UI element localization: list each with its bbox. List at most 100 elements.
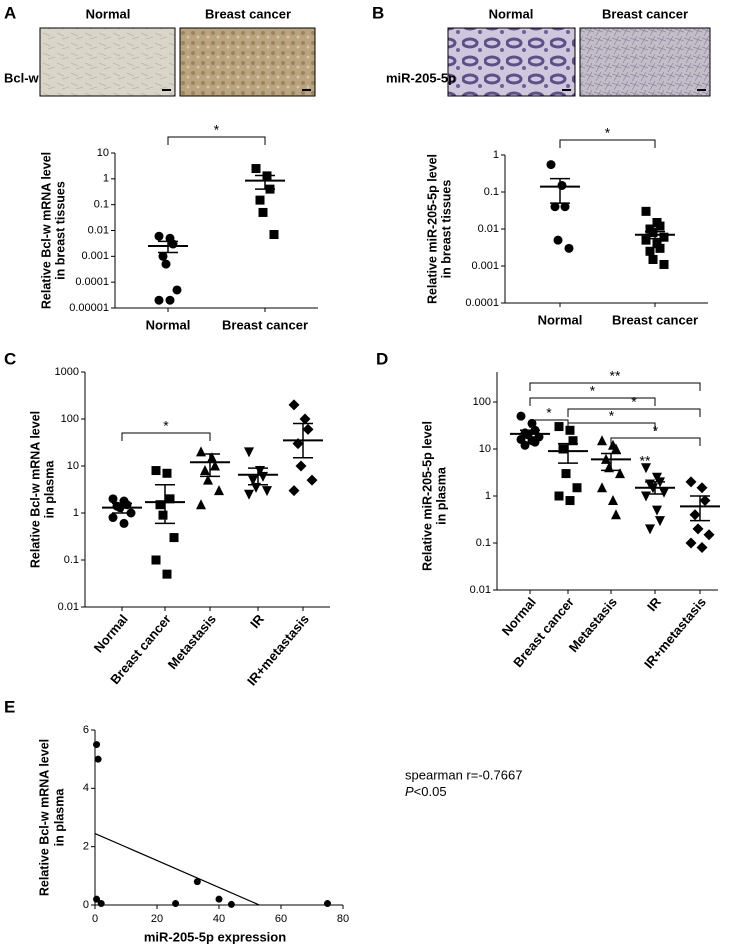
data-point (659, 232, 669, 242)
y-tick-label: 0.1 (476, 537, 491, 549)
data-point (554, 422, 564, 432)
significance-label: * (609, 408, 615, 424)
y-tick-label: 0.001 (81, 250, 109, 262)
data-point (269, 230, 279, 240)
data-point (227, 900, 235, 908)
data-point (158, 251, 168, 261)
data-point (655, 221, 665, 231)
x-tick-label: IR (644, 594, 664, 614)
y-axis-title: Relative Bcl-w mRNA level (37, 739, 51, 896)
data-point (652, 505, 662, 516)
y-tick-label: 2 (83, 841, 89, 853)
micrograph (179, 27, 316, 97)
data-point (597, 482, 607, 493)
significance-label: ** (610, 368, 621, 384)
y-axis-title: Relative Bcl-w mRNA level (39, 152, 53, 309)
error-bar (520, 429, 540, 438)
data-point (119, 518, 129, 528)
data-point (155, 500, 165, 510)
data-point (93, 895, 101, 903)
data-point (645, 246, 655, 256)
x-tick-label: 40 (213, 913, 225, 925)
panel-label: C (4, 349, 16, 368)
data-point (165, 295, 175, 305)
data-point (550, 202, 560, 212)
y-tick-label: 0.0001 (465, 297, 499, 309)
data-point (169, 533, 179, 543)
y-tick-label: 0.01 (470, 584, 491, 596)
data-point (244, 447, 254, 458)
y-tick-label: 0.00001 (69, 302, 109, 314)
data-point (641, 463, 651, 474)
y-axis-title: in breast tissues (439, 180, 453, 279)
data-point (558, 444, 568, 454)
image-label: Breast cancer (602, 6, 688, 21)
error-bar (601, 452, 621, 472)
data-point (641, 491, 651, 502)
data-point (248, 475, 258, 486)
y-tick-label: 1 (493, 149, 499, 161)
x-tick-label: 0 (92, 913, 98, 925)
data-point (210, 460, 220, 471)
error-bar (550, 177, 570, 204)
panel-label: B (372, 3, 384, 22)
data-point (699, 495, 711, 507)
data-point (214, 485, 224, 496)
image-label: Normal (489, 6, 534, 21)
data-point (93, 741, 101, 749)
y-tick-label: 10 (97, 147, 109, 159)
y-tick-label: 0.01 (88, 224, 109, 236)
y-axis-title: Relative miR-205-5p level (420, 421, 434, 571)
significance-label: * (590, 383, 596, 399)
data-point (561, 469, 571, 479)
data-point (306, 474, 318, 486)
data-point (611, 443, 621, 454)
significance-bracket (121, 432, 211, 441)
y-tick-label: 0.001 (471, 260, 499, 272)
panel-label: D (376, 349, 388, 368)
data-point (641, 206, 651, 216)
y-tick-label: 0.0001 (75, 276, 109, 288)
data-point (172, 900, 180, 908)
y-tick-label: 100 (61, 413, 79, 425)
row-label: miR-205-5p (386, 70, 456, 85)
panel-a-images (39, 27, 711, 97)
micrograph (39, 27, 176, 97)
data-point (262, 486, 272, 497)
data-point (554, 491, 564, 501)
y-tick-label: 10 (67, 460, 79, 472)
data-point (568, 436, 578, 446)
data-point (288, 485, 300, 497)
data-point (565, 425, 575, 435)
data-point (689, 509, 701, 521)
data-point (685, 537, 697, 549)
significance-bracket (559, 139, 656, 148)
x-axis-title: miR-205-5p expression (144, 929, 286, 944)
p-symbol: P (405, 784, 414, 799)
significance-label: ** (640, 453, 651, 469)
data-point (565, 496, 575, 506)
x-tick-label: Breast cancer (612, 312, 698, 327)
data-point (154, 231, 164, 241)
data-point (154, 295, 164, 305)
error-bar (293, 422, 313, 459)
data-point (97, 900, 105, 908)
significance-bracket (167, 136, 266, 145)
error-bar (645, 481, 665, 495)
error-bar (158, 240, 178, 254)
y-tick-label: 1000 (55, 366, 79, 378)
x-tick-label: Normal (91, 611, 131, 655)
significance-label: * (631, 394, 637, 410)
image-label: Breast cancer (205, 6, 291, 21)
data-point (516, 411, 526, 421)
data-point (659, 487, 669, 498)
data-point (696, 542, 708, 554)
data-point (655, 516, 665, 527)
data-point (645, 524, 655, 535)
error-bar (255, 174, 275, 190)
data-point (572, 483, 582, 493)
data-point (530, 437, 540, 447)
y-axis-title: in plasma (42, 460, 56, 519)
data-point (597, 435, 607, 446)
